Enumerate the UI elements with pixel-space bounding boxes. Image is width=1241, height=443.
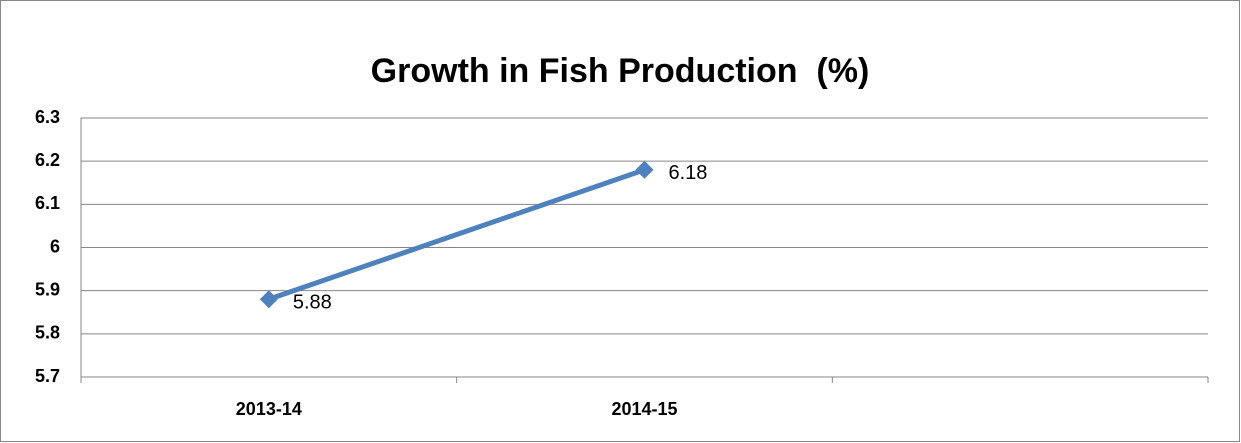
- y-tick-label: 6.1: [35, 193, 60, 213]
- y-tick-label: 6.3: [35, 107, 60, 127]
- data-label: 6.18: [669, 162, 708, 184]
- y-tick-label: 5.8: [35, 323, 60, 343]
- y-tick-label: 5.7: [35, 366, 60, 386]
- chart-title: Growth in Fish Production (%): [371, 52, 870, 90]
- marker: [635, 160, 654, 179]
- y-tick-label: 6.2: [35, 150, 60, 170]
- y-tick-label: 5.9: [35, 279, 60, 299]
- x-tick-label: 2013-14: [236, 399, 302, 419]
- data-label: 5.88: [293, 292, 332, 314]
- line: [268, 167, 646, 302]
- y-tick-label: 6: [50, 236, 60, 256]
- marker: [259, 290, 278, 309]
- x-tick-label: 2014-15: [611, 399, 677, 419]
